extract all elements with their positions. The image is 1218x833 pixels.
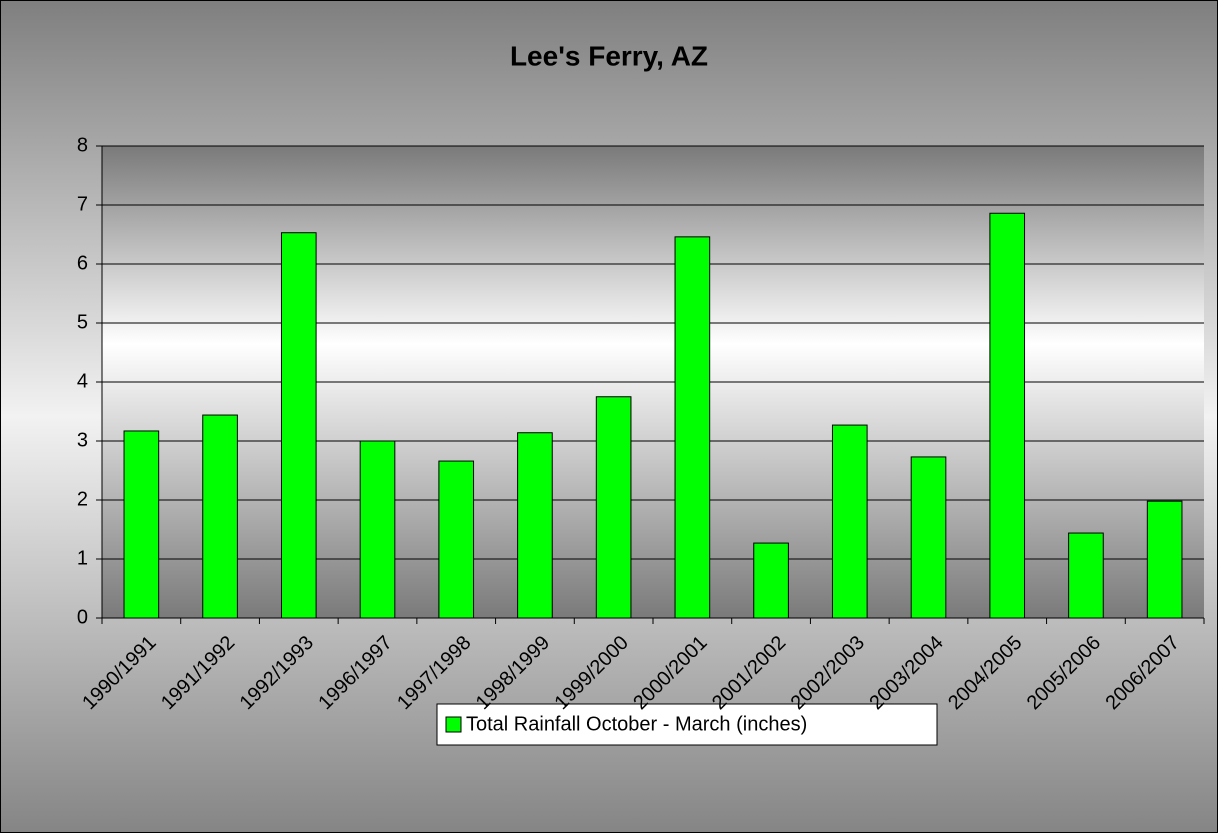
bar [910, 456, 947, 619]
bar [831, 424, 868, 619]
bar [674, 236, 711, 619]
bar [438, 460, 475, 619]
bar [517, 432, 553, 619]
bar [753, 542, 789, 619]
bar [202, 414, 238, 619]
bar [123, 430, 160, 619]
y-tick-label: 7 [77, 193, 88, 215]
legend-swatch [445, 716, 462, 733]
bar [359, 440, 396, 619]
y-tick-label: 3 [77, 429, 88, 451]
bar [1146, 500, 1183, 619]
y-tick-label: 1 [77, 547, 88, 569]
y-tick-label: 4 [77, 370, 88, 392]
bar [1068, 532, 1104, 619]
y-tick-label: 6 [77, 252, 88, 274]
y-tick-label: 2 [77, 488, 88, 510]
legend [436, 703, 938, 746]
chart-title: Lee's Ferry, AZ [510, 40, 708, 71]
y-tick-label: 5 [77, 311, 88, 333]
y-tick-label: 0 [77, 606, 88, 628]
bar [595, 396, 632, 619]
legend-label: Total Rainfall October - March (inches) [466, 713, 807, 735]
y-tick-label: 8 [77, 134, 88, 156]
bar [989, 212, 1026, 619]
bar [280, 232, 317, 619]
